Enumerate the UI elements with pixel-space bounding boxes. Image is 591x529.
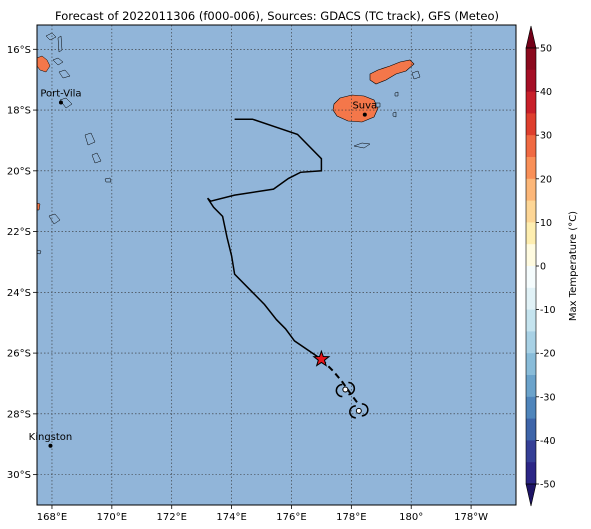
lon-tick-label: 170°E: [97, 512, 127, 523]
colorbar-band: [526, 48, 536, 71]
colorbar-band: [526, 331, 536, 354]
colorbar-min-extend: [525, 483, 537, 507]
colorbar-band: [526, 69, 536, 92]
colorbar-band: [526, 244, 536, 267]
island-vanua-levu: [369, 59, 415, 85]
island-lau-b: [394, 91, 399, 97]
island-vanuatu-a: [57, 35, 63, 53]
island-tanna: [91, 152, 102, 164]
lon-tick-label: 172°E: [157, 512, 187, 523]
colorbar-band: [526, 440, 536, 463]
colorbar-label: Max Temperature (°C): [568, 211, 579, 321]
lon-tick-label: 174°E: [216, 512, 246, 523]
island-loyalty: [37, 202, 41, 211]
colorbar-band: [526, 222, 536, 245]
colorbar-tick-label: 40: [540, 87, 552, 98]
island-small-west: [37, 249, 42, 255]
cyclone-forecast-point: [342, 386, 349, 393]
city-dot: [362, 112, 367, 117]
colorbar-band: [526, 200, 536, 223]
colorbar-tick-label: -50: [540, 480, 556, 491]
colorbar-tick-label: 10: [540, 218, 552, 229]
cyclone-track: [206, 118, 369, 419]
map-border: [36, 24, 517, 506]
island-taveuni: [411, 70, 421, 80]
colorbar-tick-label: 20: [540, 174, 552, 185]
forecast-track-line: [320, 358, 360, 406]
colorbar-tick-label: -40: [540, 436, 556, 447]
lat-tick-label: 28°S: [7, 409, 31, 420]
current-position-star-icon: [312, 349, 331, 367]
colorbar-band: [526, 418, 536, 441]
colorbar-band: [526, 375, 536, 398]
island-viti-levu: [332, 94, 379, 123]
colorbar-max-extend: [525, 25, 537, 49]
colorbar-band: [526, 353, 536, 376]
ocean: [37, 25, 516, 505]
city-label: Suva: [352, 101, 377, 112]
lat-tick-label: 30°S: [7, 470, 31, 481]
colorbar-band: [526, 287, 536, 310]
island-new-caledonia-east: [48, 213, 61, 225]
cyclone-symbol-icon: [349, 403, 369, 419]
city-dot: [48, 443, 53, 448]
island-aneityum: [104, 177, 112, 183]
city-label: Port-Vila: [40, 88, 81, 99]
lon-tick-label: 178°E: [336, 512, 366, 523]
map-title: Forecast of 2022011306 (f000-006), Sourc…: [55, 9, 499, 23]
observed-track-line: [206, 118, 323, 360]
island-vanuatu-north: [45, 32, 57, 41]
lat-tick-label: 24°S: [7, 288, 31, 299]
lat-tick-label: 26°S: [7, 349, 31, 360]
island-kadavu: [353, 142, 371, 149]
island-lau-a: [392, 111, 397, 118]
lon-tick-label: 176°E: [276, 512, 306, 523]
lat-tick-label: 18°S: [7, 106, 31, 117]
colorbar-band: [526, 266, 536, 289]
colorbar-band: [526, 157, 536, 180]
city-label: Kingston: [29, 432, 73, 443]
colorbar-band: [526, 462, 536, 485]
colorbar-band: [526, 309, 536, 332]
land-masses: [37, 32, 421, 255]
colorbar-band: [526, 91, 536, 114]
colorbar-band: [526, 396, 536, 419]
lon-tick-label: 178°W: [454, 512, 488, 523]
map-graticule: [37, 25, 516, 505]
cyclone-forecast-point: [355, 407, 362, 414]
colorbar-band: [526, 113, 536, 136]
latitude-ticks: 16°S 18°S 20°S 22°S 24°S 26°S 28°S 30°S: [7, 45, 37, 481]
lat-tick-label: 16°S: [7, 45, 31, 56]
island-vanuatu-c: [58, 69, 71, 79]
colorbar-tick-label: -30: [540, 392, 556, 403]
lat-tick-label: 22°S: [7, 227, 31, 238]
colorbar-tick-label: -20: [540, 349, 556, 360]
island-erromango: [84, 132, 96, 146]
lon-tick-label: 180°: [399, 512, 423, 523]
colorbar-tick-label: 0: [540, 262, 546, 273]
island-lau-c: [375, 102, 381, 108]
island-vanuatu-b: [52, 57, 64, 66]
colorbar-band: [526, 135, 536, 158]
lat-tick-label: 20°S: [7, 166, 31, 177]
lon-tick-label: 168°E: [37, 512, 67, 523]
cyclone-symbol-icon: [335, 381, 356, 398]
city-dot: [58, 100, 63, 105]
island-vanuatu-d: [59, 97, 73, 109]
map-area: Port-Vila Suva Kingston: [29, 24, 517, 506]
colorbar-tick-label: -10: [540, 305, 556, 316]
colorbar-band: [526, 178, 536, 201]
longitude-ticks: 168°E 170°E 172°E 174°E 176°E 178°E 180° 178°W: [37, 505, 488, 523]
city-markers: Port-Vila Suva Kingston: [29, 88, 377, 448]
colorbar-tick-label: 30: [540, 131, 552, 142]
temperature-colorbar: 50 40 30 20 10 0 -10 -20 -30 -40 -50: [525, 25, 556, 507]
colorbar-tick-label: 50: [540, 44, 552, 55]
